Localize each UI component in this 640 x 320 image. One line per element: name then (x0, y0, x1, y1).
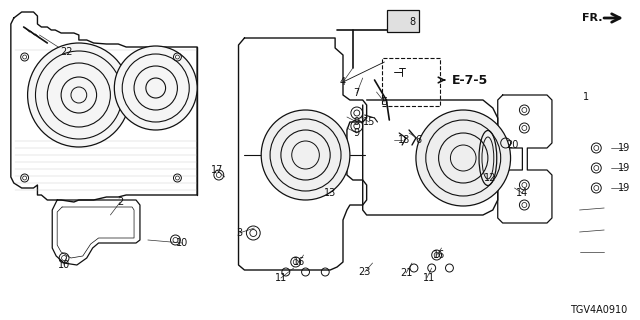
Text: 23: 23 (358, 267, 371, 277)
Text: 12: 12 (484, 173, 496, 183)
Text: 7: 7 (354, 88, 360, 98)
Text: FR.: FR. (582, 13, 602, 23)
Text: 16: 16 (292, 257, 305, 267)
Text: 11: 11 (275, 273, 287, 283)
Text: 10: 10 (58, 260, 70, 270)
Text: 4: 4 (340, 77, 346, 87)
Text: 5: 5 (381, 97, 387, 107)
Text: 21: 21 (400, 268, 412, 278)
Text: TGV4A0910: TGV4A0910 (570, 305, 627, 315)
Text: 11: 11 (422, 273, 435, 283)
Text: 10: 10 (176, 238, 188, 248)
Text: E-7-5: E-7-5 (451, 74, 488, 86)
Text: 9: 9 (354, 117, 360, 127)
Text: 22: 22 (60, 47, 72, 57)
Text: 16: 16 (433, 250, 445, 260)
Text: 18: 18 (398, 135, 410, 145)
Text: 2: 2 (117, 197, 124, 207)
Text: 20: 20 (506, 140, 518, 150)
Text: 19: 19 (618, 143, 630, 153)
Text: 3: 3 (236, 228, 243, 238)
Text: 8: 8 (409, 17, 415, 27)
Text: 17: 17 (211, 165, 223, 175)
Text: 9: 9 (354, 128, 360, 138)
Text: 19: 19 (618, 163, 630, 173)
Circle shape (416, 110, 511, 206)
Circle shape (115, 46, 197, 130)
Text: 6: 6 (416, 135, 422, 145)
Bar (387, 10, 419, 32)
Circle shape (261, 110, 350, 200)
Text: 13: 13 (324, 188, 336, 198)
Text: 14: 14 (516, 188, 529, 198)
Circle shape (28, 43, 130, 147)
Bar (383, 58, 440, 106)
Text: 15: 15 (364, 117, 376, 127)
Text: 19: 19 (618, 183, 630, 193)
Text: 1: 1 (584, 92, 589, 102)
